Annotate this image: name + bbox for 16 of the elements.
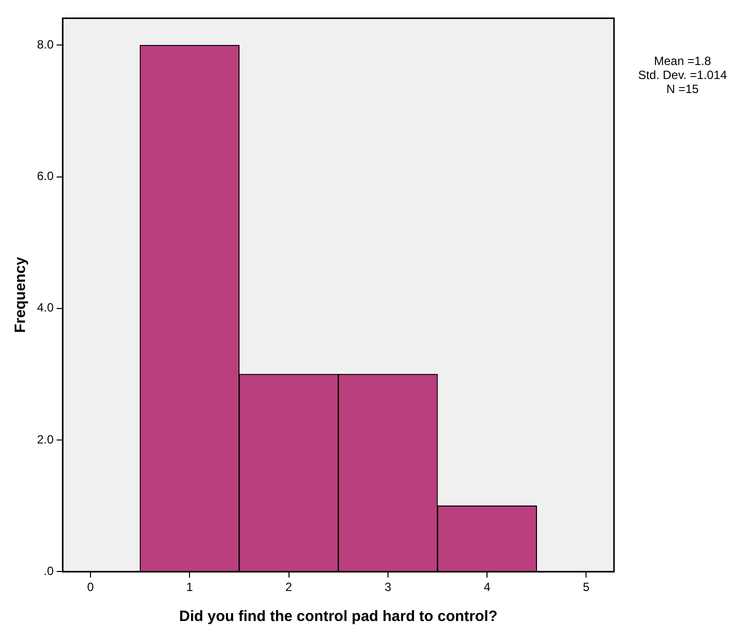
text: Mean =1.8 xyxy=(652,54,712,68)
x-tick-label: 3 xyxy=(384,580,392,594)
y-tick-label: 2.0 xyxy=(36,432,54,446)
text: N =15 xyxy=(665,82,700,96)
x-tick-label: 1 xyxy=(186,580,194,594)
y-tick-label: 4.0 xyxy=(36,300,54,315)
y-tick-label: .0 xyxy=(44,564,54,578)
x-tick-label: 4 xyxy=(484,580,491,594)
x-tick-label: 5 xyxy=(582,580,590,594)
y-axis-title: Frequency xyxy=(12,256,30,333)
x-tick-label: 2 xyxy=(285,580,292,594)
x-tick-label: 0 xyxy=(87,580,94,594)
text: Std. Dev. =1.014 xyxy=(637,68,728,82)
y-tick-label: 8.0 xyxy=(36,37,54,52)
x-axis-title: Did you find the control pad hard to control? xyxy=(179,608,498,626)
y-tick-label: 6.0 xyxy=(36,169,54,184)
